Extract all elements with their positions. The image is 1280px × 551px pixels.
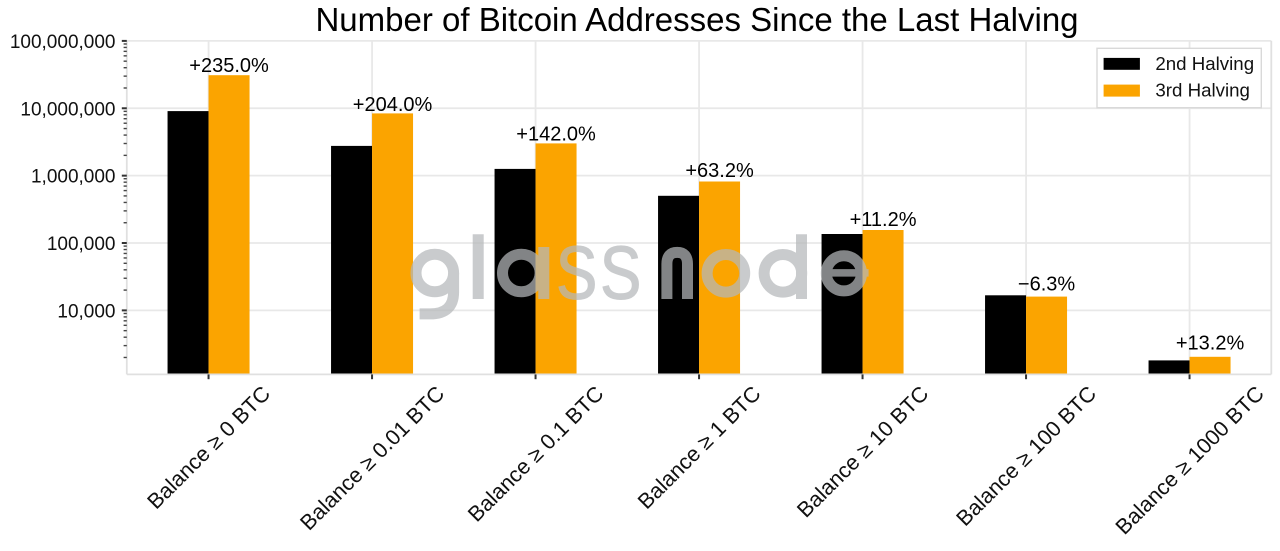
- svg-text:Number of Bitcoin Addresses Si: Number of Bitcoin Addresses Since the La…: [315, 1, 1078, 38]
- svg-text:s: s: [556, 208, 598, 321]
- svg-text:+13.2%: +13.2%: [1176, 333, 1245, 355]
- svg-text:2nd Halving: 2nd Halving: [1155, 53, 1254, 74]
- svg-text:100,000: 100,000: [47, 234, 116, 255]
- svg-text:+235.0%: +235.0%: [189, 55, 269, 77]
- svg-text:10,000,000: 10,000,000: [20, 99, 115, 120]
- svg-text:100,000,000: 100,000,000: [10, 32, 116, 53]
- svg-text:s: s: [600, 208, 642, 321]
- svg-text:+63.2%: +63.2%: [685, 160, 754, 182]
- svg-text:1,000,000: 1,000,000: [31, 167, 116, 188]
- svg-text:+11.2%: +11.2%: [850, 209, 917, 231]
- svg-text:−6.3%: −6.3%: [1018, 274, 1075, 296]
- svg-text:+204.0%: +204.0%: [353, 94, 433, 116]
- svg-text:10,000: 10,000: [57, 301, 115, 322]
- svg-text:3rd Halving: 3rd Halving: [1155, 80, 1250, 101]
- svg-text:+142.0%: +142.0%: [516, 123, 596, 145]
